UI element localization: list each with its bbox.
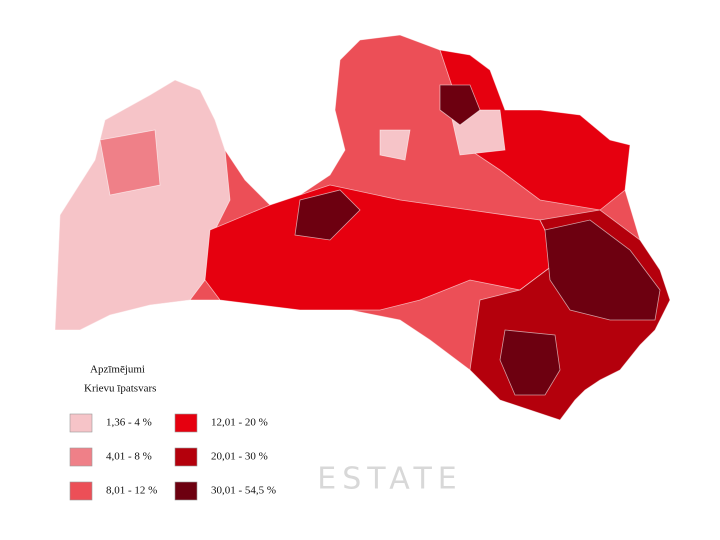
legend-swatch <box>174 413 198 433</box>
region <box>99 129 161 196</box>
legend: 1,36 - 4 % 4,01 - 8 % 8,01 - 12 % 12,01 - 2… <box>69 413 276 501</box>
legend-label: 4,01 - 8 % <box>106 451 152 463</box>
legend-swatch <box>174 481 198 501</box>
legend-swatch <box>69 447 93 467</box>
legend-swatch <box>69 481 93 501</box>
region <box>294 189 361 241</box>
region <box>379 129 411 161</box>
region <box>544 219 661 321</box>
region <box>439 49 631 211</box>
watermark: ESTATE <box>317 462 462 497</box>
regions <box>54 34 671 421</box>
legend-label: 12,01 - 20 % <box>211 417 268 429</box>
region <box>54 79 231 331</box>
region <box>439 84 481 126</box>
legend-swatch <box>69 413 93 433</box>
legend-subtitle: Krievu īpatsvars <box>84 383 156 395</box>
legend-label: 30,01 - 54,5 % <box>211 485 276 497</box>
legend-title: Apzīmējumi <box>90 364 145 376</box>
legend-label: 1,36 - 4 % <box>106 417 152 429</box>
legend-label: 20,01 - 30 % <box>211 451 268 463</box>
region <box>204 184 561 311</box>
legend-swatch <box>174 447 198 467</box>
legend-label: 8,01 - 12 % <box>106 485 157 497</box>
region <box>499 329 561 396</box>
